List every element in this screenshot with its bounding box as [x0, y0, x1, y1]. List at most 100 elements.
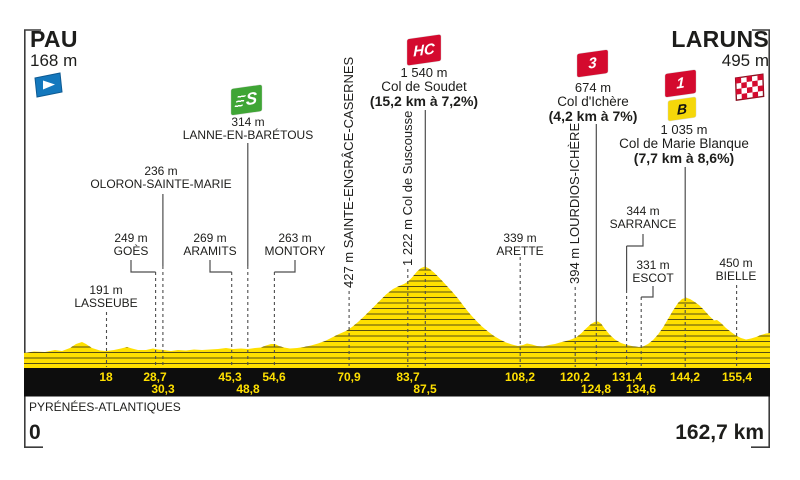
- waypoint-label-goes: 249 m GOÈS: [31, 232, 231, 257]
- profile-hatching: [24, 266, 770, 369]
- elbow-aramits: [209, 260, 232, 273]
- elbow-connectors: [130, 234, 654, 298]
- waypoint-name: LANNE-EN-BARÉTOUS: [182, 127, 314, 142]
- climb-detail: (7,7 km à 8,6%): [633, 149, 735, 166]
- climb-altitude: 1 035 m: [660, 122, 708, 137]
- km-tick-bielle: 155,4: [721, 370, 753, 384]
- elbow-escot: [641, 286, 654, 298]
- waypoint-altitude: 314 m: [231, 115, 265, 129]
- waypoint-altitude: 450 m: [719, 256, 753, 270]
- waypoint-altitude: 344 m: [626, 204, 660, 218]
- total-distance: 162,7 km: [675, 421, 764, 444]
- start-flag-icon: [34, 72, 63, 98]
- elevation-profile: [24, 266, 770, 369]
- climb-detail: (15,2 km à 7,2%): [369, 92, 479, 109]
- waypoint-label-montory: 263 m MONTORY: [195, 232, 395, 257]
- climb-category: HC: [413, 39, 435, 61]
- finish-block: LARUNS 495 m: [671, 27, 769, 70]
- frame-right-bracket: [751, 29, 770, 448]
- finish-altitude: 495 m: [721, 51, 769, 70]
- waypoint-label-lasseube: 191 m LASSEUBE: [6, 284, 206, 309]
- waypoint-altitude: 263 m: [278, 231, 312, 245]
- km-tick-goes: 28,7: [143, 370, 167, 384]
- climb-altitude: 674 m: [574, 80, 612, 95]
- waypoint-name: GOÈS: [113, 243, 149, 258]
- waypoint-name: LOURDIOS-ICHÈRE: [567, 122, 582, 245]
- climb-badge-cat1: 1: [665, 69, 696, 98]
- waypoint-altitude: 249 m: [114, 231, 148, 245]
- waypoint-label-lanne: 314 m LANNE-EN-BARÉTOUS: [148, 116, 348, 141]
- region-label: PYRÉNÉES-ATLANTIQUES: [29, 400, 181, 414]
- km-tick-soudet: 87,5: [413, 382, 437, 396]
- climb-detail: (4,2 km à 7%): [548, 107, 638, 124]
- waypoint-name: OLORON-SAINTE-MARIE: [90, 176, 232, 191]
- km-tick-marie-blanque: 144,2: [669, 370, 701, 384]
- start-city: PAU: [30, 26, 78, 52]
- waypoint-altitude: 1 222 m: [400, 219, 415, 266]
- climb-name: Col de Marie Blanque: [619, 135, 749, 151]
- waypoint-name: MONTORY: [264, 243, 326, 258]
- waypoint-altitude: 427 m: [341, 251, 356, 288]
- finish-city: LARUNS: [671, 26, 769, 52]
- waypoint-name: ARETTE: [496, 243, 544, 258]
- waypoint-label-oloron: 236 m OLORON-SAINTE-MARIE: [61, 165, 261, 190]
- origin-km: 0: [29, 421, 41, 444]
- start-altitude: 168 m: [30, 51, 78, 70]
- km-tick-oloron: 30,3: [151, 382, 175, 396]
- waypoint-altitude: 269 m: [193, 231, 227, 245]
- km-tick-escot: 134,6: [625, 382, 657, 396]
- waypoint-name: SAINTE-ENGRÂCE-CASERNES: [341, 56, 356, 249]
- distance-bar: [24, 368, 770, 397]
- bonus-badge: B: [668, 96, 696, 122]
- frame-left-bracket: [24, 29, 43, 448]
- waypoint-name: ESCOT: [632, 270, 674, 285]
- km-tick-lanne: 48,8: [236, 382, 260, 396]
- waypoint-label-aramits: 269 m ARAMITS: [110, 232, 310, 257]
- waypoint-altitude: 191 m: [89, 283, 123, 297]
- elbow-goes: [130, 260, 156, 273]
- waypoint-name: LASSEUBE: [74, 295, 138, 310]
- waypoint-label-bielle: 450 m BIELLE: [636, 257, 800, 282]
- sprint-speedlines-icon: [234, 94, 246, 108]
- waypoint-altitude: 394 m: [567, 247, 582, 284]
- waypoint-label-escot: 331 m ESCOT: [553, 259, 753, 284]
- climb-badge-hc: HC: [407, 34, 441, 66]
- dashed-marker-lines: [105, 257, 738, 367]
- km-tick-lourdios: 120,2: [559, 370, 591, 384]
- waypoint-altitude: 331 m: [636, 258, 670, 272]
- elbow-montory: [274, 260, 296, 273]
- waypoint-name: Col de Suscousse: [400, 110, 415, 216]
- climb-label-ichere: 674 m Col d'Ichère (4,2 km à 7%): [493, 81, 693, 123]
- climb-altitude: 1 540 m: [400, 65, 448, 80]
- waypoint-label-arette: 339 m ARETTE: [420, 232, 620, 257]
- km-tick-suscousse: 83,7: [396, 370, 420, 384]
- km-tick-montory: 54,6: [262, 370, 286, 384]
- waypoint-label-sarrance: 344 m SARRANCE: [543, 205, 743, 230]
- km-tick-arette: 108,2: [504, 370, 536, 384]
- climb-category: 1: [676, 74, 685, 93]
- elbow-sarrance: [626, 234, 644, 247]
- finish-flag-icon: [734, 73, 765, 101]
- waypoint-label-suscousse: 1 222 m Col de Suscousse: [400, 110, 415, 266]
- start-block: PAU 168 m: [30, 27, 78, 70]
- sprint-badge-letter: S: [245, 88, 258, 110]
- km-tick-sainte-engrace: 70,9: [337, 370, 361, 384]
- km-tick-sarrance: 131,4: [611, 370, 643, 384]
- waypoint-altitude: 339 m: [503, 231, 537, 245]
- km-tick-aramits: 45,3: [218, 370, 242, 384]
- waypoint-altitude: 236 m: [144, 164, 178, 178]
- climb-category: 3: [588, 54, 597, 73]
- waypoint-label-sainte-engrace: 427 m SAINTE-ENGRÂCE-CASERNES: [341, 56, 356, 288]
- km-tick-lasseube: 18: [99, 370, 113, 384]
- solid-marker-lines: [162, 110, 686, 321]
- bonus-letter: B: [676, 100, 688, 118]
- climb-name: Col de Soudet: [381, 78, 467, 94]
- waypoint-name: BIELLE: [715, 268, 757, 283]
- climb-name: Col d'Ichère: [557, 93, 629, 109]
- climb-badge-cat3: 3: [577, 49, 608, 78]
- climb-label-soudet: 1 540 m Col de Soudet (15,2 km à 7,2%): [324, 66, 524, 108]
- climb-label-marie-blanque: 1 035 m Col de Marie Blanque (7,7 km à 8…: [584, 123, 784, 165]
- waypoint-name: ARAMITS: [183, 243, 237, 258]
